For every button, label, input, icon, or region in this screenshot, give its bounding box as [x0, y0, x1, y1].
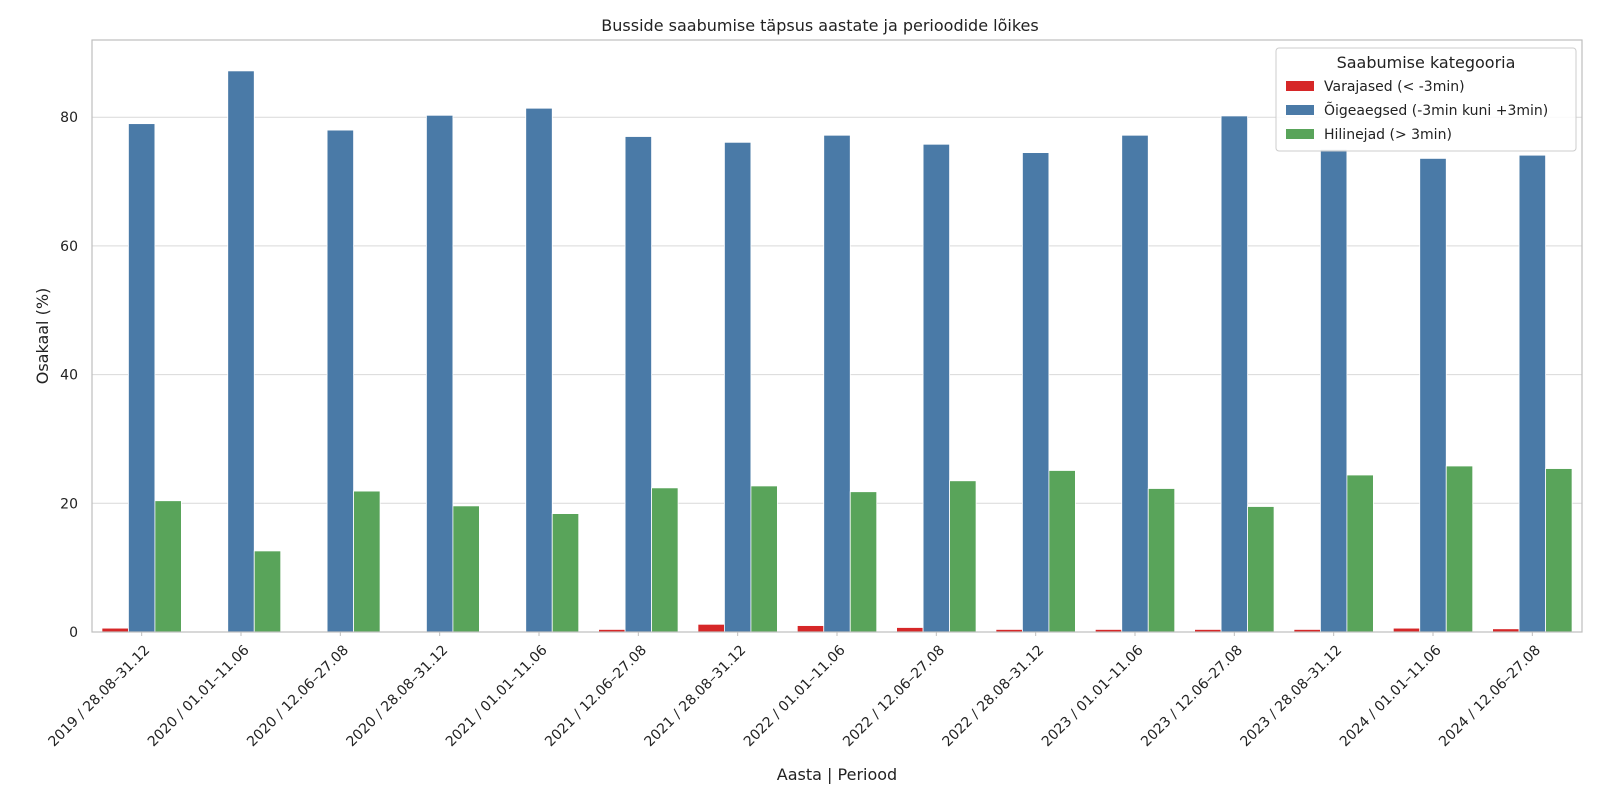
x-tick-label: 2022 / 01.01–11.06: [741, 642, 849, 750]
bar: [253, 550, 282, 633]
x-tick-label: 2023 / 12.06–27.08: [1138, 642, 1246, 750]
bar: [1545, 468, 1573, 633]
legend-swatch: [1286, 81, 1314, 91]
bar: [1220, 115, 1248, 633]
bar: [624, 136, 652, 633]
y-tick-label: 40: [60, 368, 78, 384]
x-tick-label: 2024 / 01.01–11.06: [1337, 642, 1445, 750]
y-tick-label: 0: [69, 625, 78, 641]
y-axis-ticks: 0 20 40 60 80: [60, 110, 78, 641]
y-tick-label: 60: [60, 239, 78, 255]
x-tick-label: 2020 / 28.08–31.12: [344, 642, 452, 750]
bar: [896, 627, 924, 633]
x-tick-label: 2023 / 28.08–31.12: [1238, 642, 1346, 750]
bar: [452, 505, 480, 633]
bar: [353, 490, 381, 633]
bar: [1518, 154, 1546, 633]
x-tick-label: 2020 / 01.01–11.06: [145, 642, 253, 750]
legend: Saabumise kategooria Varajased (< -3min)…: [1275, 47, 1577, 152]
legend-label: Hilinejad (> 3min): [1324, 127, 1452, 143]
bar: [1121, 134, 1149, 633]
y-tick-label: 20: [60, 496, 78, 512]
x-tick-label: 2021 / 12.06–27.08: [542, 642, 650, 750]
bar: [750, 485, 778, 633]
bar: [949, 480, 977, 633]
bar: [823, 134, 851, 633]
legend-label: Varajased (< -3min): [1324, 79, 1465, 95]
bar: [796, 625, 825, 633]
x-tick-label: 2020 / 12.06–27.08: [244, 642, 352, 750]
bars: [101, 70, 1573, 633]
bar: [227, 70, 255, 633]
bar: [551, 513, 580, 633]
bar: [1445, 465, 1474, 633]
bar: [849, 491, 878, 633]
y-axis-label: Osakaal (%): [33, 288, 52, 385]
bar: [1048, 470, 1076, 633]
bar: [1022, 152, 1050, 633]
bar: [922, 143, 950, 633]
bar: [1247, 506, 1275, 633]
bar: [128, 123, 156, 633]
bar: [1147, 488, 1176, 633]
x-tick-label: 2022 / 12.06–27.08: [840, 642, 948, 750]
bar: [426, 114, 454, 633]
bar: [525, 107, 553, 633]
bar: [697, 623, 725, 633]
x-axis-label: Aasta | Periood: [777, 765, 897, 784]
bar: [1346, 474, 1374, 633]
legend-label: Õigeaegsed (-3min kuni +3min): [1324, 102, 1548, 119]
bar: [154, 500, 182, 633]
chart-title: Busside saabumise täpsus aastate ja peri…: [601, 16, 1038, 35]
legend-box: [1275, 47, 1577, 152]
bar: [326, 129, 354, 633]
bar: [651, 487, 679, 633]
x-tick-label: 2023 / 01.01–11.06: [1039, 642, 1147, 750]
x-tick-label: 2019 / 28.08–31.12: [46, 642, 154, 750]
legend-swatch: [1286, 105, 1314, 115]
y-tick-label: 80: [60, 110, 78, 126]
bar: [724, 141, 752, 633]
bar: [1320, 148, 1348, 633]
x-tick-label: 2021 / 01.01–11.06: [443, 642, 551, 750]
x-tick-label: 2024 / 12.06–27.08: [1436, 642, 1544, 750]
x-tick-label: 2022 / 28.08–31.12: [940, 642, 1048, 750]
x-tick-label: 2021 / 28.08–31.12: [642, 642, 750, 750]
legend-swatch: [1286, 129, 1314, 139]
bar: [1419, 157, 1447, 633]
legend-title: Saabumise kategooria: [1337, 53, 1516, 72]
